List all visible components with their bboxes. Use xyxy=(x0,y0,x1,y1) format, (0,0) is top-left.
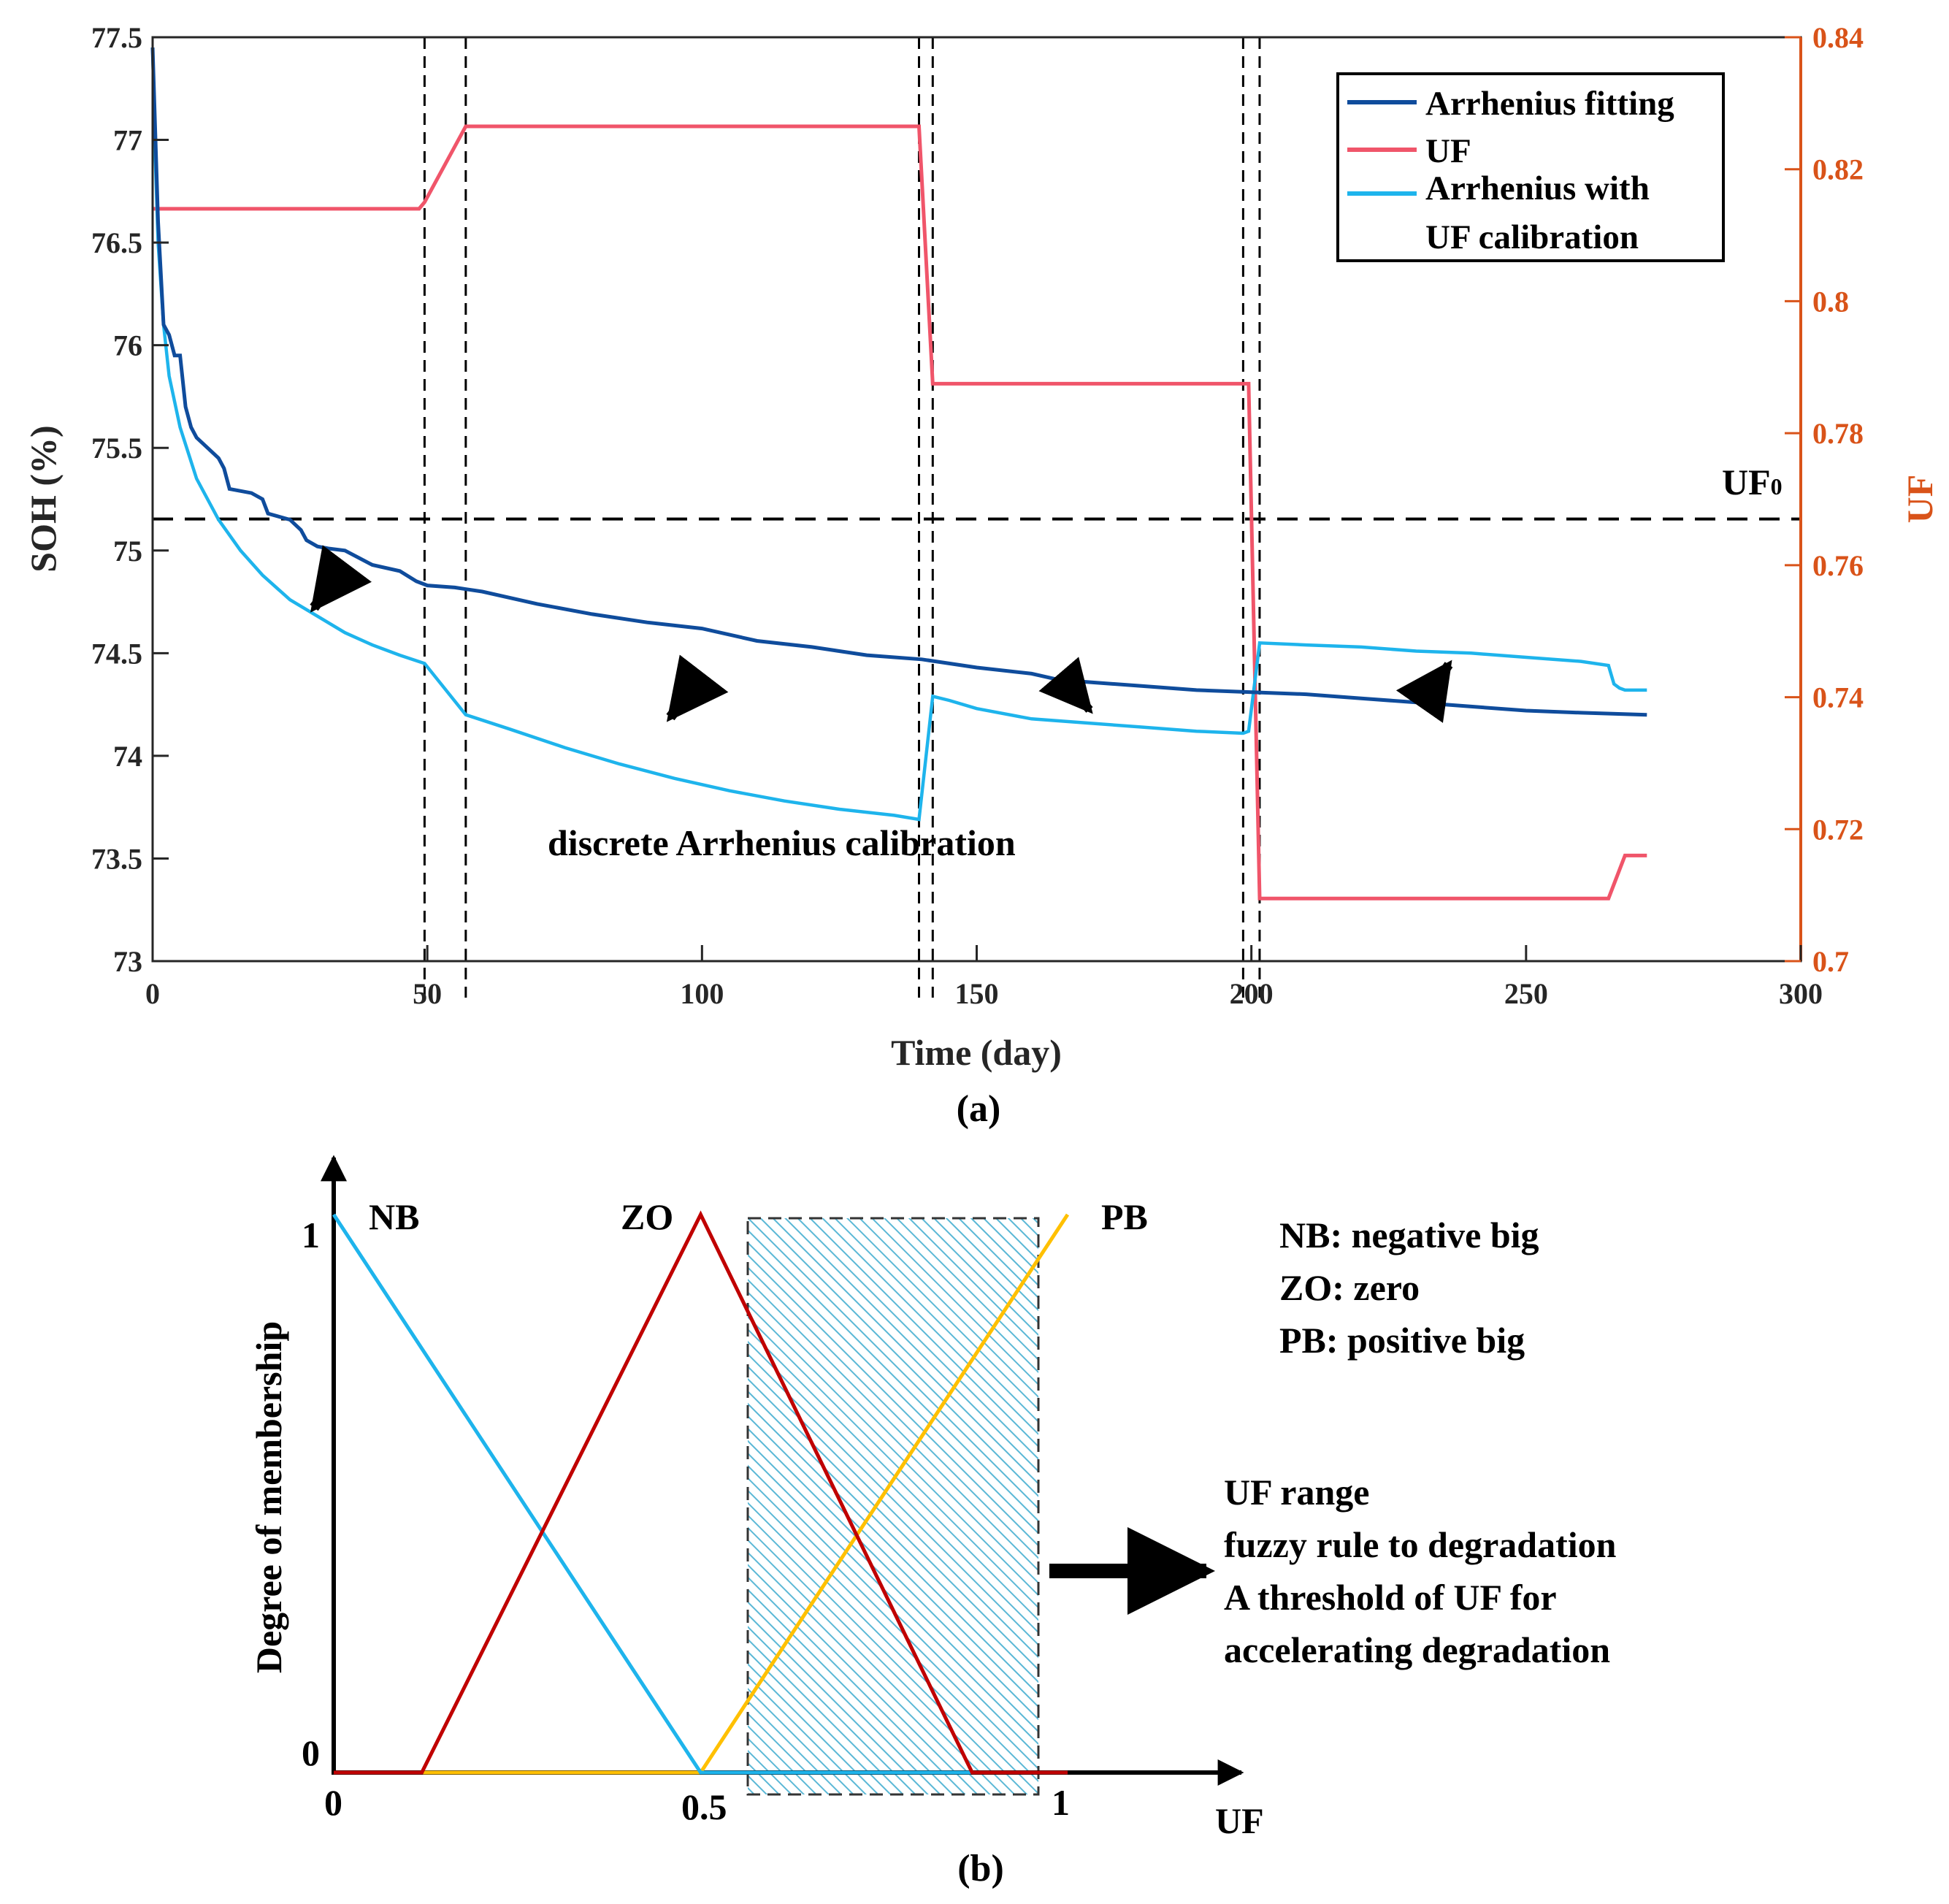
y-right-tick-label: 0.72 xyxy=(1812,813,1864,846)
y-tick-label: 76.5 xyxy=(91,226,142,259)
arrhenius-fitting-line xyxy=(150,47,1647,717)
legend-nb: NB: negative big xyxy=(1279,1215,1539,1255)
y-axis-right-ticks: 0.7 0.72 0.74 0.76 0.78 0.8 0.82 0.84 xyxy=(1785,21,1864,978)
trend-arrow-3 xyxy=(1038,657,1093,714)
box-text-1: UF range xyxy=(1224,1472,1370,1513)
discrete-calibration-label: discrete Arrhenius calibration xyxy=(548,822,1016,863)
x-tick-label: 250 xyxy=(1504,977,1548,1010)
x-tick-label: 300 xyxy=(1779,977,1823,1010)
uf-line xyxy=(153,124,1647,901)
pb-label: PB xyxy=(1101,1196,1148,1237)
x-tick-1: 1 xyxy=(1052,1782,1070,1823)
y-right-tick-label: 0.76 xyxy=(1812,549,1864,582)
x-axis-label: Time (day) xyxy=(891,1032,1062,1073)
y-tick-1: 1 xyxy=(302,1215,320,1255)
y-tick-label: 73.5 xyxy=(91,842,142,875)
y-axis-label-b: Degree of membership xyxy=(248,1321,289,1673)
uf-range-shaded-box xyxy=(746,1217,1040,1796)
legend-label-calibrated-1: Arrhenius with xyxy=(1425,169,1650,207)
x-tick-label: 100 xyxy=(680,977,724,1010)
trend-arrow-1 xyxy=(310,545,372,613)
box-text-2: fuzzy rule to degradation xyxy=(1224,1524,1617,1565)
zo-membership-line xyxy=(334,1210,1068,1775)
nb-label: NB xyxy=(369,1196,419,1237)
legend-label-uf: UF xyxy=(1425,132,1471,170)
trend-arrow-2 xyxy=(666,654,729,722)
box-text-4: accelerating degradation xyxy=(1224,1629,1610,1670)
panel-a-chart: 0 50 100 150 200 250 300 7373.57474.57575.5767… xyxy=(23,21,1940,1130)
legend-label-calibrated-2: UF calibration xyxy=(1425,218,1639,256)
uf0-label: UF0 xyxy=(1722,462,1783,502)
y-tick-label: 76 xyxy=(113,329,142,362)
y-right-tick-label: 0.82 xyxy=(1812,153,1864,186)
x-tick-label: 0 xyxy=(145,977,160,1010)
y-tick-label: 75 xyxy=(113,535,142,567)
zo-label: ZO xyxy=(621,1196,673,1237)
x-tick-label: 200 xyxy=(1230,977,1274,1010)
box-text-3: A threshold of UF for xyxy=(1224,1577,1557,1618)
trend-arrow-4 xyxy=(1395,659,1453,723)
y-axis-right-label: UF xyxy=(1899,475,1940,524)
legend-label-arrhenius: Arrhenius fitting xyxy=(1425,85,1674,123)
y-tick-label: 74.5 xyxy=(91,637,142,670)
y-tick-label: 73 xyxy=(113,945,142,978)
arrhenius-uf-calibration-line xyxy=(150,47,1647,822)
nb-membership-line xyxy=(332,1213,1068,1775)
y-tick-label: 74 xyxy=(113,740,142,773)
y-tick-label: 77 xyxy=(113,124,142,157)
legend-zo: ZO: zero xyxy=(1279,1267,1420,1308)
y-right-tick-label: 0.74 xyxy=(1812,681,1864,714)
y-tick-label: 77.5 xyxy=(91,21,142,54)
legend: Arrhenius fitting UF Arrhenius with UF c… xyxy=(1336,72,1725,262)
trend-arrows xyxy=(310,545,1453,723)
caption-a: (a) xyxy=(957,1088,1001,1130)
x-axis-label-b: UF xyxy=(1215,1800,1264,1841)
y-tick-label: 75.5 xyxy=(91,432,142,464)
y-right-tick-label: 0.78 xyxy=(1812,417,1864,450)
x-tick-0: 0 xyxy=(324,1782,342,1823)
x-tick-0.5: 0.5 xyxy=(681,1786,727,1827)
y-right-tick-label: 0.7 xyxy=(1812,945,1849,978)
y-axis-left-label: SOH (%) xyxy=(23,425,64,572)
caption-b: (b) xyxy=(957,1848,1004,1889)
x-tick-label: 50 xyxy=(413,977,442,1010)
y-right-tick-label: 0.8 xyxy=(1812,285,1849,318)
legend-box xyxy=(1336,72,1725,262)
calibration-dashed-lines xyxy=(423,37,1261,998)
panel-b-chart: NB ZO PB 1 0 0 0.5 1 UF Degree of member… xyxy=(248,1155,1617,1889)
y-tick-0: 0 xyxy=(302,1732,320,1773)
x-tick-label: 150 xyxy=(955,977,999,1010)
y-axis-left-ticks: 73 73.5 74 74.5 75 75.5 76 76.5 77 77.5 xyxy=(91,21,169,978)
y-right-tick-label: 0.84 xyxy=(1812,21,1864,54)
uf0-subscript: 0 xyxy=(1771,473,1783,500)
legend-pb: PB: positive big xyxy=(1279,1320,1525,1361)
x-axis-ticks: 0 50 100 150 200 250 300 xyxy=(145,945,1823,1010)
